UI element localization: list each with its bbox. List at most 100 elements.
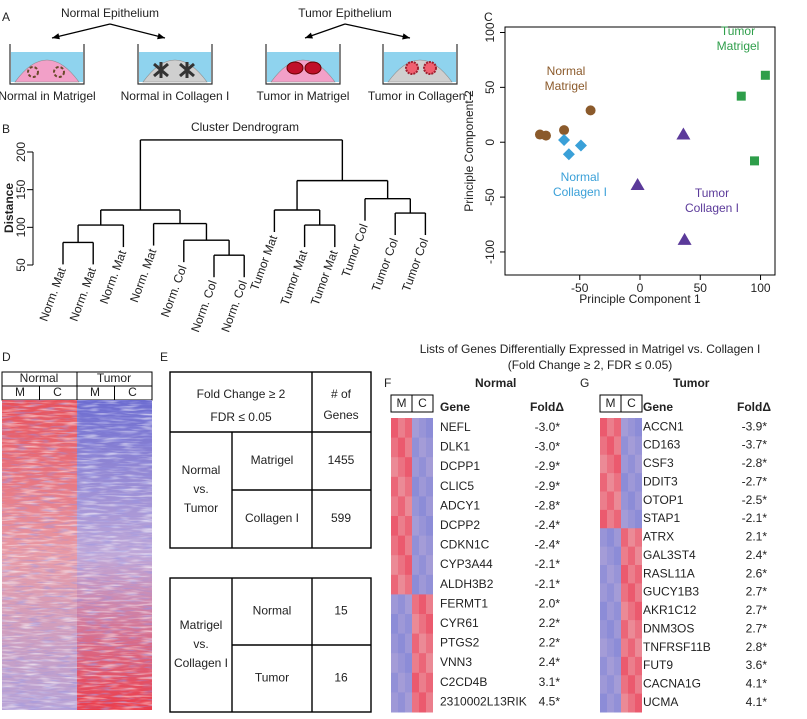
heatmap-cell [600,454,607,474]
panel-title: Tumor Epithelium [298,6,392,20]
gene-name: RASL11A [643,566,695,580]
heatmap-cell [419,457,426,478]
heatmap-cell [607,436,614,456]
heatmap-cell [405,692,412,713]
row-group-label: Matrigel [180,618,223,632]
organoid [53,66,65,78]
group-label: Normal [20,371,59,385]
heatmap-cell [621,509,628,529]
heatmap-cell [398,672,405,693]
heatmap-cell [391,692,398,713]
heatmap-cell [614,620,621,639]
heatmap-cell [621,620,628,639]
heatmap-cell [614,693,621,713]
fold-change: 2.6* [746,566,768,580]
heatmap-cell [621,418,628,437]
heatmap-cell [391,496,398,517]
row-label: Tumor [255,671,289,685]
heatmap-cell [628,436,635,456]
dish-gel [14,59,80,83]
gene-name: CYR61 [440,616,479,630]
heatmap-cell [419,555,426,576]
heatmap-cell [628,528,635,548]
heatmap-cell [412,555,419,576]
point [750,156,760,166]
row-label: Matrigel [251,453,294,467]
fold-change: 2.7* [746,585,768,599]
heatmap-cell [635,565,642,584]
organoid [304,61,322,75]
heatmap-cell [419,672,426,693]
gene-name: ALDH3B2 [440,577,494,591]
gene-name: UCMA [643,695,678,709]
heatmap-cell [391,516,398,537]
gene-count: 599 [331,511,351,525]
heatmap-cell [621,491,628,511]
panel-letter: E [160,350,168,364]
row-label: Normal [253,604,292,618]
heatmap-cell [628,491,635,511]
fold-change: 4.1* [746,695,768,709]
fold-change: -2.1* [742,511,768,525]
table-frame [169,371,372,549]
gene-name: ACCN1 [643,419,684,433]
heatmap-cell [614,656,621,676]
heatmap-cell [398,457,405,478]
organoid [179,62,195,78]
y-tick-label: 150 [14,179,28,199]
heatmap-cell [600,436,607,456]
heatmap-cell [405,672,412,693]
fold-change: 4.5* [539,694,561,708]
heatmap-cell [391,653,398,674]
leaf-label: Norm. Mat [97,248,130,306]
column-label: C [128,385,137,399]
heatmap-cell [391,418,398,439]
heatmap-cell [412,594,419,615]
column-label: C [418,396,427,410]
heatmap-cell [419,535,426,556]
gene-name: C2CD4B [440,675,487,689]
gene-name: 2310002L13RIK [440,694,527,708]
y-axis-title: Principle Component 2 [462,90,476,212]
heatmap-cell [398,437,405,458]
fold-change: 2.2* [539,636,561,650]
heatmap-cell [419,614,426,635]
heatmap-cell [405,594,412,615]
heatmap-cell [426,692,433,713]
heatmap-cell [405,574,412,595]
gene-name: PTGS2 [440,636,480,650]
gene-name: CLIC5 [440,479,474,493]
heatmap-cell [426,496,433,517]
arrow-head [305,32,313,39]
column-label: M [397,396,407,410]
heatmap-cell [635,418,642,437]
heatmap-cell [607,583,614,603]
fold-change: -2.8* [535,498,561,512]
y-tick-label: 50 [14,258,28,272]
fold-change: 2.2* [539,616,561,630]
chart-title: Cluster Dendrogram [191,120,299,134]
heatmap-cell [412,574,419,595]
heatmap-cell [614,675,621,695]
column-label: C [53,385,62,399]
gene-name: ADCY1 [440,498,480,512]
heatmap-cell [628,656,635,676]
heatmap-cell [419,496,426,517]
heatmap-cell [635,491,642,511]
dish-wall [9,44,85,85]
column-label: M [15,385,25,399]
heatmap-cell [398,496,405,517]
heatmap-cell [391,555,398,576]
fold-change: -3.0* [535,420,561,434]
leaf-label: Norm. Col [218,279,250,335]
heatmap-cell [635,693,642,713]
gene-name: TNFRSF11B [643,640,711,654]
leaf-label: Norm. Col [158,263,190,319]
heatmap-cell [607,675,614,695]
heatmap-cell [628,509,635,529]
heatmap-cell [600,620,607,639]
gene-name: DCPP1 [440,459,480,473]
organoid [27,66,39,78]
heatmap-cell [600,546,607,566]
heatmap-cell [621,693,628,713]
